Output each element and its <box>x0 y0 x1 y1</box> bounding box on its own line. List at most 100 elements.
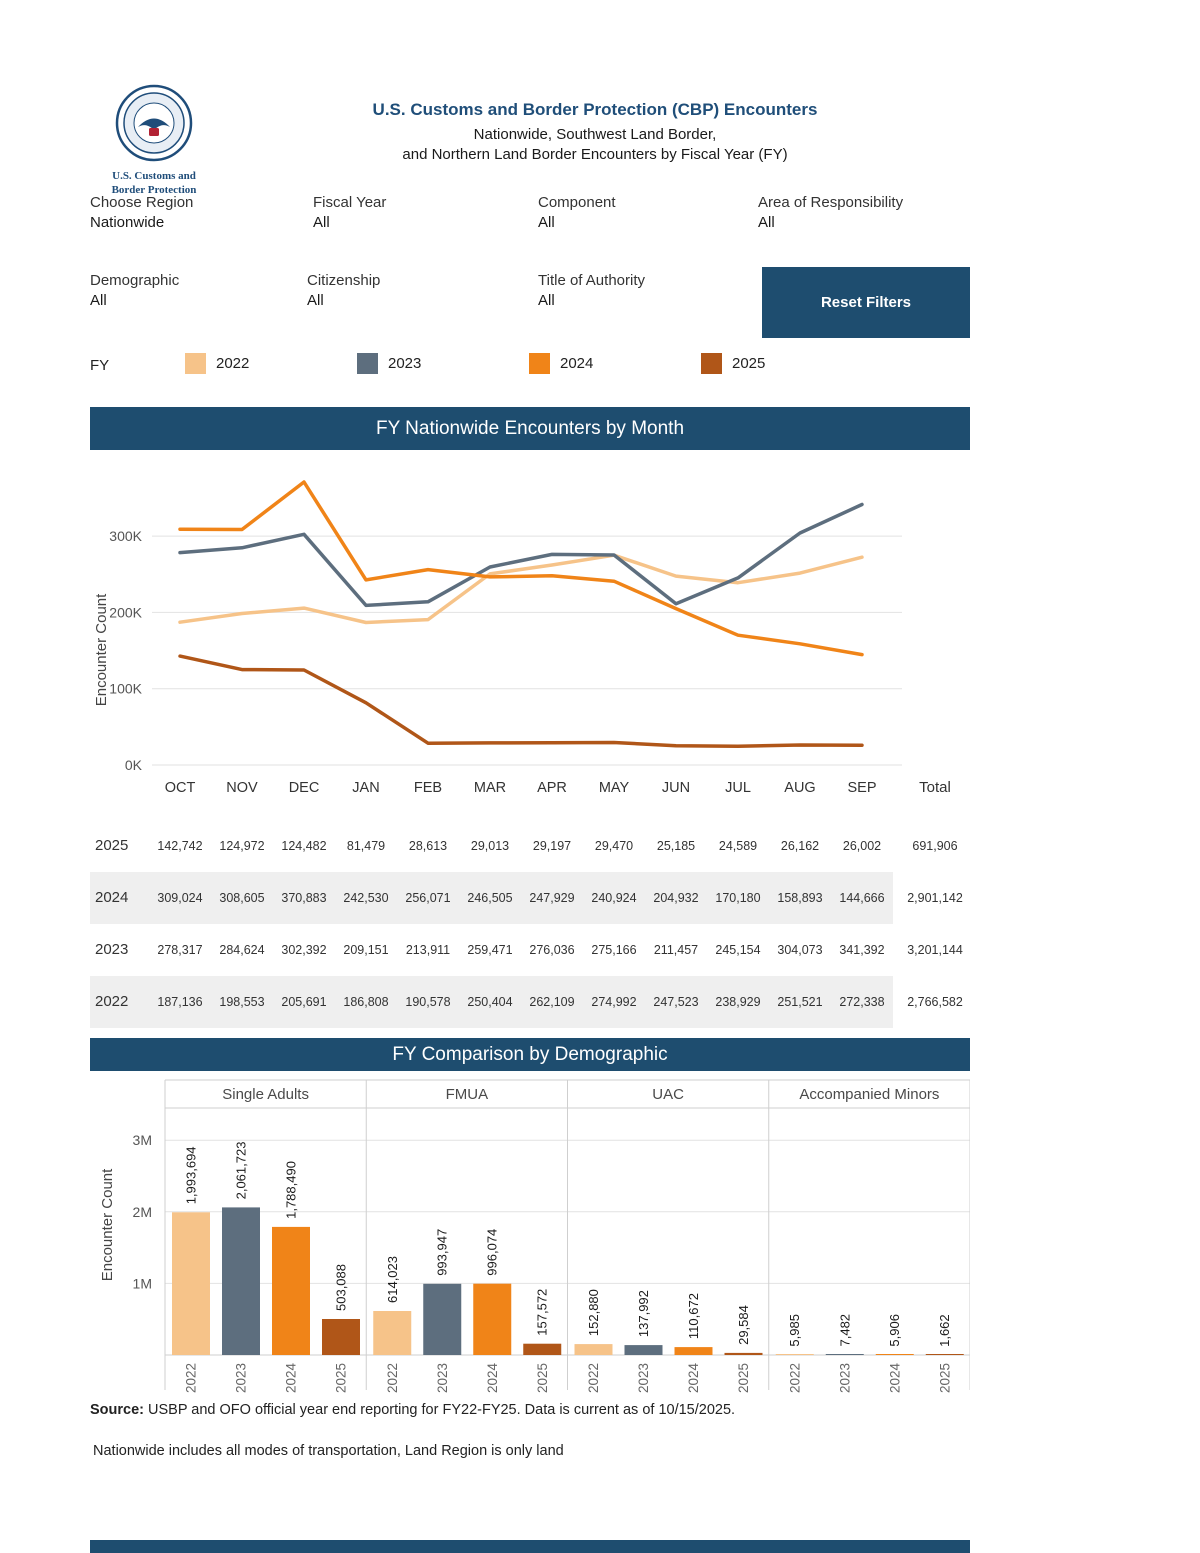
filter-choose-region-value[interactable]: Nationwide <box>90 214 165 231</box>
table-cell: 190,578 <box>405 995 451 1009</box>
table-cell: 256,071 <box>405 891 451 905</box>
bar-value-label: 137,992 <box>636 1290 651 1337</box>
title-block: U.S. Customs and Border Protection (CBP)… <box>295 100 895 166</box>
cbp-logo-caption: U.S. Customs and Border Protection <box>95 170 213 198</box>
legend-item-fy2022[interactable]: 2022 <box>185 353 249 374</box>
legend-swatch-fy2025 <box>701 353 722 374</box>
filter-component-label: Component <box>538 194 616 211</box>
table-row-fy2024: 2024 309,024 308,605 370,883 242,530 256,071 2… <box>90 872 970 924</box>
row-total: 2,766,582 <box>907 995 963 1009</box>
table-cell: 29,470 <box>594 839 634 853</box>
table-cell: 262,109 <box>529 995 575 1009</box>
legend-item-fy2025[interactable]: 2025 <box>701 353 765 374</box>
page-title: U.S. Customs and Border Protection (CBP)… <box>372 100 818 119</box>
table-row-fy2022: 2022 187,136 198,553 205,691 186,808 190,578 2… <box>90 976 970 1028</box>
table-cell: 26,162 <box>780 839 820 853</box>
row-year-label: 2024 <box>95 889 129 906</box>
filter-title-of-authority: Title of Authority All <box>538 272 645 309</box>
encounters-by-month-chart: 0K 100K 200K 300K OCT NOV DEC JAN FEB MAR APR MAY JU… <box>93 480 951 796</box>
total-column-header: Total <box>919 779 951 796</box>
filter-title-of-authority-value[interactable]: All <box>538 292 555 309</box>
legend-year-label: 2023 <box>388 355 422 372</box>
filter-component: Component All <box>538 194 616 231</box>
table-cell: 370,883 <box>281 891 327 905</box>
month-axis-label: SEP <box>847 780 876 796</box>
legend-year-label: 2025 <box>732 355 766 372</box>
transport-note: Nationwide includes all modes of transpo… <box>93 1443 564 1459</box>
table-cell: 26,002 <box>842 839 882 853</box>
month-axis-label: NOV <box>226 780 258 796</box>
filter-citizenship-label: Citizenship <box>307 272 381 289</box>
filter-citizenship-value[interactable]: All <box>307 292 324 309</box>
bar-fy2022 <box>775 1354 814 1355</box>
filter-fiscal-year-value[interactable]: All <box>313 214 330 231</box>
bar-year-label: 2023 <box>636 1363 651 1393</box>
bar-fy2024 <box>272 1226 310 1355</box>
month-axis-label: MAR <box>474 780 506 796</box>
demographic-comparison-chart: 1M 2M 3M Single Adults FMUA UAC Accompanied Mi… <box>99 1079 970 1394</box>
bar-year-label: 2023 <box>435 1363 450 1393</box>
filter-area-of-responsibility: Area of Responsibility All <box>758 194 903 231</box>
filter-title-of-authority-label: Title of Authority <box>538 272 645 289</box>
table-cell: 170,180 <box>715 891 761 905</box>
bar-fy2025 <box>322 1319 360 1355</box>
bar-fy2022 <box>574 1344 613 1355</box>
table-cell: 28,613 <box>408 839 448 853</box>
bar-value-label: 503,088 <box>334 1264 349 1311</box>
bar-fy2024 <box>473 1283 512 1355</box>
bar-fy2023 <box>423 1283 462 1355</box>
bar-fy2022 <box>172 1212 210 1355</box>
table-cell: 144,666 <box>839 891 885 905</box>
bar-value-label: 2,061,723 <box>234 1142 249 1200</box>
bar-fy2024 <box>875 1354 914 1355</box>
bar-value-label: 152,880 <box>586 1289 601 1336</box>
line-fy2023 <box>178 502 864 608</box>
bar-value-label: 1,662 <box>937 1314 952 1347</box>
y-tick-label: 1M <box>133 1275 152 1291</box>
source-label: Source: <box>90 1402 144 1418</box>
table-cell: 142,742 <box>157 839 203 853</box>
legend-item-fy2023[interactable]: 2023 <box>357 353 421 374</box>
table-cell: 213,911 <box>405 943 451 957</box>
bar-year-label: 2024 <box>284 1363 299 1394</box>
filter-demographic-label: Demographic <box>90 272 180 289</box>
bar-year-label: 2022 <box>586 1363 601 1393</box>
bar-year-label: 2025 <box>736 1363 751 1393</box>
row-year-label: 2022 <box>95 993 129 1010</box>
table-cell: 205,691 <box>281 995 327 1009</box>
month-axis-label: OCT <box>165 780 196 796</box>
table-row-fy2023: 2023 278,317 284,624 302,392 209,151 213,911 2… <box>90 924 970 976</box>
table-cell: 186,808 <box>343 995 389 1009</box>
y-tick-label: 0K <box>125 757 143 773</box>
table-cell: 309,024 <box>157 891 203 905</box>
bar-fy2024 <box>674 1347 713 1355</box>
table-cell: 25,185 <box>656 839 696 853</box>
table-cell: 81,479 <box>346 839 386 853</box>
table-cell: 308,605 <box>219 891 265 905</box>
bar-fy2025 <box>523 1343 562 1355</box>
cbp-seal-icon <box>115 84 193 162</box>
table-cell: 245,154 <box>715 943 761 957</box>
reset-filters-button[interactable]: Reset Filters <box>762 267 970 338</box>
month-axis-label: AUG <box>784 780 815 796</box>
filter-component-value[interactable]: All <box>538 214 555 231</box>
table-cell: 29,197 <box>532 839 572 853</box>
table-cell: 211,457 <box>653 943 699 957</box>
month-axis-label: JUN <box>662 780 690 796</box>
fy-legend-label: FY <box>90 357 110 374</box>
table-cell: 284,624 <box>219 943 265 957</box>
y-tick-label: 3M <box>133 1132 152 1148</box>
legend-item-fy2024[interactable]: 2024 <box>529 353 593 374</box>
y-tick-label: 200K <box>109 604 142 620</box>
table-cell: 278,317 <box>157 943 203 957</box>
line-chart-title: FY Nationwide Encounters by Month <box>90 407 970 450</box>
row-year-label: 2025 <box>95 837 129 854</box>
filter-area-of-responsibility-value[interactable]: All <box>758 214 775 231</box>
logo-caption-line1: U.S. Customs and <box>112 170 196 182</box>
row-total: 3,201,144 <box>907 943 963 957</box>
row-shade <box>90 872 893 924</box>
filter-demographic-value[interactable]: All <box>90 292 107 309</box>
y-tick-label: 2M <box>133 1204 152 1220</box>
bar-fy2025 <box>925 1354 964 1355</box>
bar-year-label: 2025 <box>937 1363 952 1393</box>
